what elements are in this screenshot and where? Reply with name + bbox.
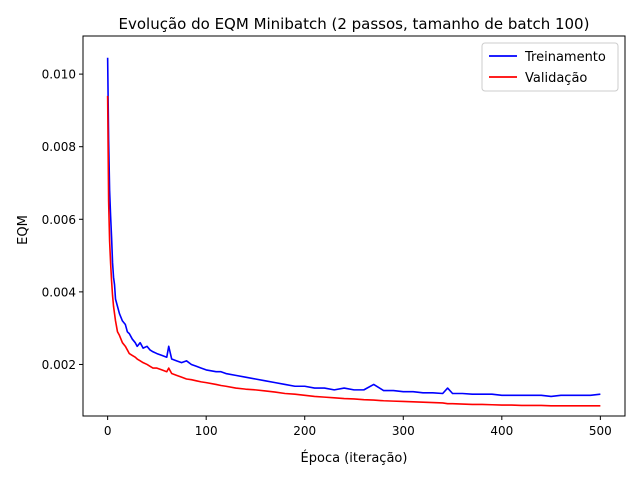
legend: Treinamento Validação bbox=[481, 42, 619, 92]
y-axis-label: EQM bbox=[16, 215, 31, 245]
legend-box bbox=[481, 42, 619, 92]
x-tick-label: 0 bbox=[104, 424, 112, 438]
y-axis: 0.002 0.004 0.006 0.008 0.010 bbox=[42, 68, 83, 372]
y-tick-label: 0.002 bbox=[42, 358, 76, 372]
x-tick-label: 100 bbox=[195, 424, 218, 438]
plot-frame bbox=[82, 35, 626, 417]
y-tick-label: 0.010 bbox=[42, 68, 76, 82]
x-tick-label: 400 bbox=[490, 424, 513, 438]
x-axis-label: Época (iteração) bbox=[301, 450, 408, 466]
y-tick-label: 0.008 bbox=[42, 140, 76, 154]
x-tick-label: 300 bbox=[392, 424, 415, 438]
plot-lines bbox=[106, 57, 601, 407]
x-axis: 0 100 200 300 400 500 bbox=[104, 416, 612, 438]
chart-title: Evolução do EQM Minibatch (2 passos, tam… bbox=[119, 15, 590, 33]
y-tick-label: 0.006 bbox=[42, 213, 76, 227]
x-tick-label: 200 bbox=[293, 424, 316, 438]
y-tick-label: 0.004 bbox=[42, 285, 76, 299]
legend-label-treinamento: Treinamento bbox=[524, 50, 606, 65]
x-tick-label: 500 bbox=[589, 424, 612, 438]
legend-label-validacao: Validação bbox=[525, 71, 587, 86]
series-line-validacao bbox=[106, 95, 601, 407]
series-line-treinamento bbox=[106, 57, 601, 398]
